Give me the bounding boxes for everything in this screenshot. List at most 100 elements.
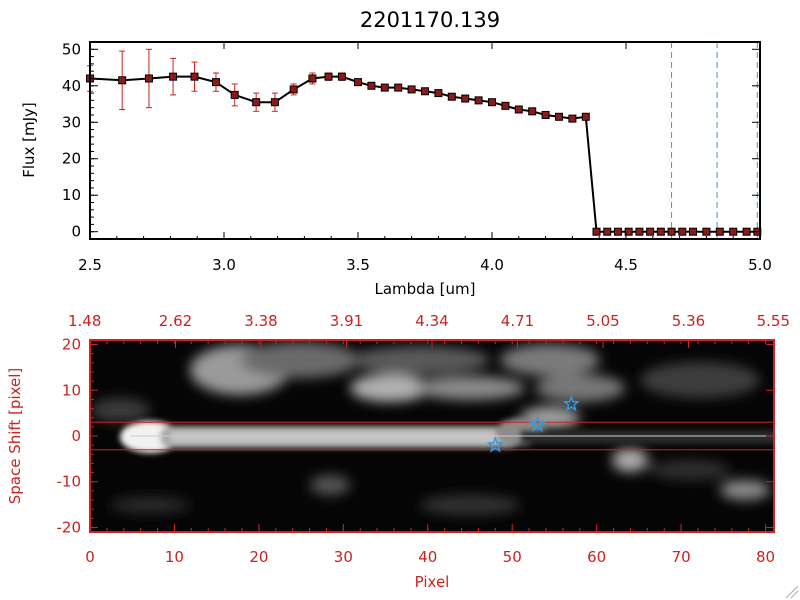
bottom-y-axis: -20 -10 0 10 20: [57, 336, 774, 536]
data-point-13: [354, 78, 362, 87]
data-point-9: [289, 85, 298, 94]
data-point-17: [407, 85, 416, 94]
bottom-x-tick-label-4: 40: [418, 548, 437, 566]
top-wavelength-label-8: 5.55: [757, 312, 790, 330]
data-point-27: [541, 110, 550, 119]
data-point-3: [169, 72, 178, 81]
top-wavelength-label-2: 3.38: [244, 312, 277, 330]
data-point-14: [367, 81, 376, 90]
bottom-x-tick-label-6: 60: [587, 548, 606, 566]
y-tick-label-2: 20: [62, 150, 81, 168]
data-point-7: [252, 98, 261, 107]
data-point-44: [742, 227, 751, 236]
data-point-6: [230, 90, 239, 99]
data-point-4: [190, 72, 199, 81]
data-point-35: [635, 227, 644, 236]
data-point-22: [474, 96, 483, 105]
data-point-29: [568, 114, 577, 123]
x-tick-label-5: 5.0: [748, 256, 772, 274]
bottom-x-tick-label-5: 50: [503, 548, 522, 566]
bottom-y-tick-label-2: 0: [71, 427, 81, 445]
bottom-x-axis-label: Pixel: [415, 573, 450, 591]
top-y-axis-label: Flux [mJy]: [20, 102, 38, 178]
bottom-y-tick-label-3: 10: [62, 381, 81, 399]
top-plot-frame: [89, 41, 761, 240]
data-point-18: [421, 87, 429, 96]
top-wavelength-label-5: 4.71: [501, 312, 534, 330]
x-tick-label-0: 2.5: [78, 256, 102, 274]
top-wavelength-label-3: 3.91: [330, 312, 363, 330]
top-x-axis: 2.5 3.0 3.5 4.0 4.5 5.0: [78, 42, 772, 274]
x-tick-label-4: 4.5: [614, 256, 638, 274]
data-point-11: [324, 72, 333, 81]
bottom-x-tick-label-8: 80: [756, 548, 775, 566]
bottom-y-tick-label-0: -20: [57, 518, 82, 536]
data-point-34: [624, 227, 633, 236]
data-point-26: [528, 107, 537, 116]
bottom-y-axis-label: Space Shift [pixel]: [6, 368, 24, 505]
data-point-40: [689, 227, 697, 236]
data-point-8: [270, 98, 279, 107]
flux-series-markers: [86, 72, 762, 236]
data-point-42: [715, 227, 724, 236]
resize-grip-icon[interactable]: [785, 585, 799, 599]
top-wavelength-label-6: 5.05: [586, 312, 619, 330]
bottom-top-wavelength-axis: 1.48 2.62 3.38 3.91 4.34 4.71 5.05 5.36 5.55: [68, 312, 790, 348]
data-point-24: [501, 101, 510, 110]
image-blobs: [90, 342, 770, 515]
bottom-x-tick-label-0: 0: [85, 548, 95, 566]
top-wavelength-label-7: 5.36: [672, 312, 705, 330]
data-point-21: [461, 94, 470, 103]
y-tick-label-4: 40: [62, 77, 81, 95]
star-marker-icon-0: [486, 435, 504, 453]
bottom-x-tick-label-3: 30: [334, 548, 353, 566]
x-tick-label-2: 3.5: [346, 256, 370, 274]
data-point-19: [434, 89, 443, 98]
bottom-x-tick-label-1: 10: [165, 548, 184, 566]
bottom-y-tick-label-1: -10: [57, 473, 82, 491]
source-trace: [120, 418, 774, 453]
error-bars: [87, 48, 589, 123]
top-wavelength-label-4: 4.34: [415, 312, 448, 330]
x-tick-label-1: 3.0: [212, 256, 236, 274]
bottom-x-tick-label-2: 20: [249, 548, 268, 566]
y-tick-label-3: 30: [62, 113, 81, 131]
bottom-x-axis: 0 10 20 30 40 50 60 70 80: [85, 340, 775, 566]
data-point-31: [592, 227, 601, 236]
data-point-43: [729, 227, 738, 236]
data-point-16: [394, 83, 403, 92]
data-point-30: [581, 112, 590, 121]
data-point-10: [308, 74, 317, 83]
data-point-36: [646, 227, 655, 236]
data-point-33: [613, 227, 622, 236]
bottom-y-tick-label-4: 20: [62, 336, 81, 354]
data-point-28: [555, 112, 563, 121]
y-tick-label-5: 50: [62, 40, 81, 58]
bottom-x-tick-label-7: 70: [672, 548, 691, 566]
data-point-25: [514, 105, 523, 114]
top-plot-area: 2.5 3.0 3.5 4.0 4.5 5.0 0 10 20 30 40 50: [62, 40, 772, 274]
data-point-1: [118, 76, 127, 85]
y-tick-label-0: 0: [71, 223, 81, 241]
data-point-23: [488, 98, 496, 107]
data-point-20: [447, 92, 456, 101]
data-point-41: [702, 227, 711, 236]
top-y-axis: 0 10 20 30 40 50: [62, 40, 760, 241]
star-marker-icon-2: [562, 394, 581, 412]
spectral-image: [90, 340, 774, 532]
data-point-15: [380, 83, 389, 92]
data-point-38: [667, 227, 676, 236]
vertical-reference-lines: [596, 42, 760, 239]
top-wavelength-label-0: 1.48: [68, 312, 101, 330]
top-x-axis-label: Lambda [um]: [375, 280, 476, 298]
y-tick-label-1: 10: [62, 186, 81, 204]
chart-title: 2201170.139: [360, 8, 500, 32]
data-point-37: [656, 227, 665, 236]
star-marker-icon-1: [528, 415, 547, 432]
top-wavelength-label-1: 2.62: [159, 312, 192, 330]
data-point-12: [337, 72, 346, 81]
extraction-lines: [90, 421, 774, 451]
x-tick-label-3: 4.0: [480, 256, 504, 274]
star-markers: [486, 394, 581, 453]
